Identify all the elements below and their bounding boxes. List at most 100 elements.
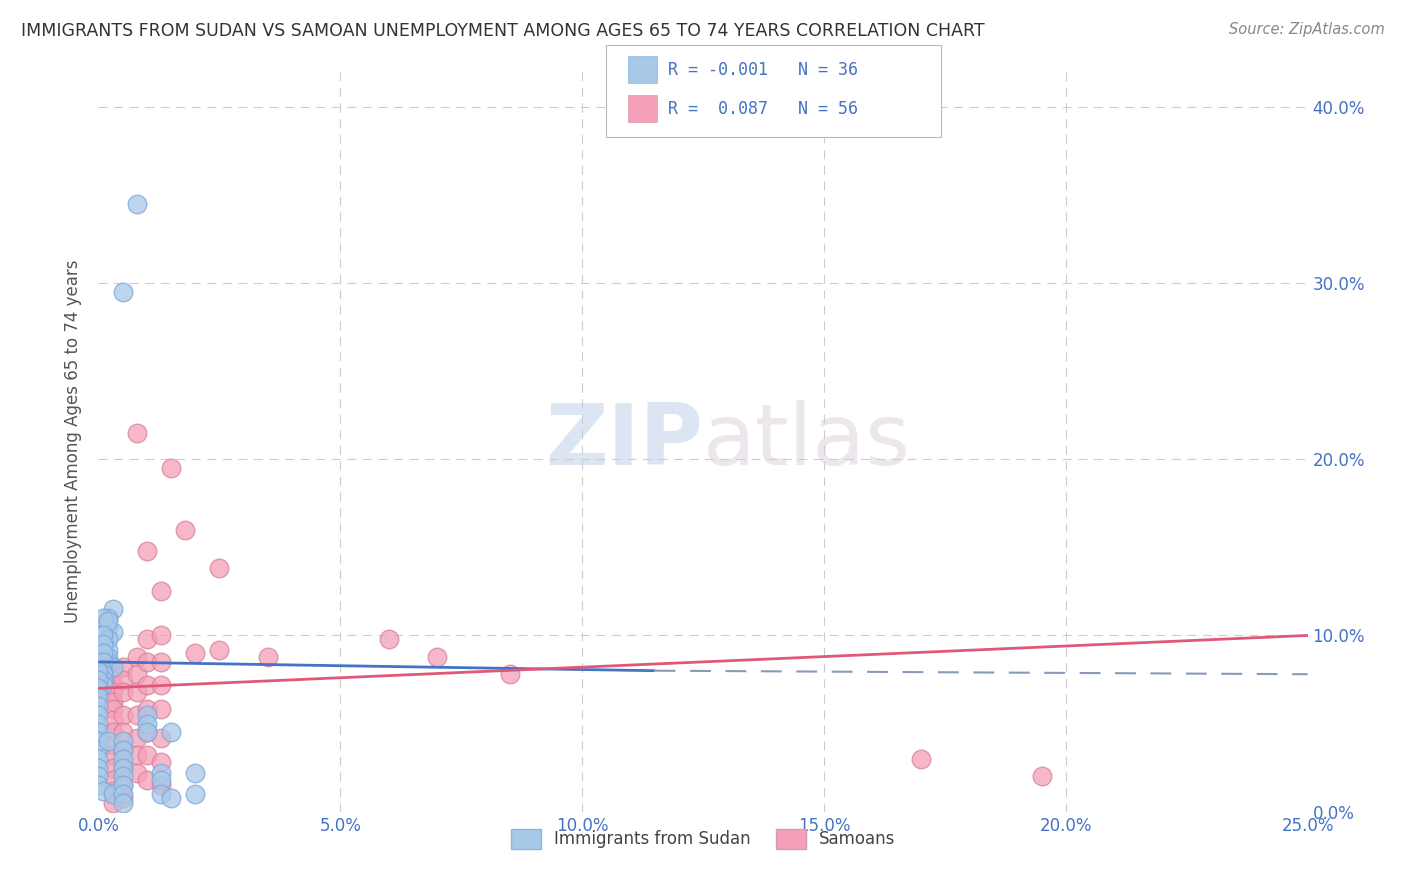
- Point: [111, 778, 134, 792]
- Point: [111, 685, 134, 699]
- Point: [91, 783, 114, 797]
- Point: [111, 752, 134, 766]
- Point: [101, 624, 124, 639]
- Point: [97, 619, 120, 633]
- Point: [97, 611, 120, 625]
- Point: [150, 756, 173, 770]
- Point: [91, 664, 114, 678]
- Point: [97, 734, 120, 748]
- Point: [91, 611, 114, 625]
- Point: [127, 667, 149, 681]
- Point: [97, 649, 120, 664]
- Point: [101, 602, 124, 616]
- Point: [87, 778, 110, 792]
- Point: [150, 628, 173, 642]
- Point: [150, 584, 173, 599]
- Point: [127, 649, 149, 664]
- Point: [150, 778, 173, 792]
- Point: [111, 285, 134, 299]
- Point: [127, 685, 149, 699]
- Text: Source: ZipAtlas.com: Source: ZipAtlas.com: [1229, 22, 1385, 37]
- Point: [91, 667, 114, 681]
- Point: [91, 637, 114, 651]
- Point: [111, 761, 134, 775]
- Point: [111, 743, 134, 757]
- Point: [377, 632, 399, 646]
- Point: [87, 769, 110, 783]
- Point: [127, 766, 149, 780]
- Point: [91, 678, 114, 692]
- Point: [91, 628, 114, 642]
- Text: R = -0.001   N = 36: R = -0.001 N = 36: [668, 61, 858, 78]
- Point: [174, 523, 197, 537]
- Point: [184, 787, 207, 801]
- Point: [111, 743, 134, 757]
- Point: [101, 783, 124, 797]
- Point: [87, 761, 110, 775]
- Point: [135, 716, 157, 731]
- Point: [101, 796, 124, 810]
- Point: [150, 772, 173, 787]
- Point: [150, 702, 173, 716]
- Point: [135, 702, 157, 716]
- Text: atlas: atlas: [703, 400, 911, 483]
- Point: [256, 649, 278, 664]
- Point: [111, 761, 134, 775]
- Point: [111, 725, 134, 739]
- Point: [101, 748, 124, 763]
- Point: [135, 772, 157, 787]
- Point: [101, 738, 124, 752]
- Point: [101, 725, 124, 739]
- Point: [87, 716, 110, 731]
- Point: [111, 673, 134, 687]
- Point: [87, 743, 110, 757]
- Point: [1031, 769, 1053, 783]
- Text: IMMIGRANTS FROM SUDAN VS SAMOAN UNEMPLOYMENT AMONG AGES 65 TO 74 YEARS CORRELATI: IMMIGRANTS FROM SUDAN VS SAMOAN UNEMPLOY…: [21, 22, 984, 40]
- Point: [101, 678, 124, 692]
- Point: [111, 787, 134, 801]
- Point: [97, 655, 120, 669]
- Point: [127, 748, 149, 763]
- Point: [101, 702, 124, 716]
- Point: [160, 461, 183, 475]
- Point: [150, 655, 173, 669]
- Point: [208, 642, 231, 657]
- Point: [135, 678, 157, 692]
- Point: [184, 766, 207, 780]
- Point: [910, 752, 932, 766]
- Point: [87, 664, 110, 678]
- Point: [101, 787, 124, 801]
- Point: [111, 707, 134, 722]
- Text: ZIP: ZIP: [546, 400, 703, 483]
- Point: [111, 796, 134, 810]
- Point: [87, 725, 110, 739]
- Point: [135, 725, 157, 739]
- Legend: Immigrants from Sudan, Samoans: Immigrants from Sudan, Samoans: [503, 822, 903, 855]
- Point: [184, 646, 207, 660]
- Point: [150, 731, 173, 745]
- Point: [135, 748, 157, 763]
- Point: [101, 667, 124, 681]
- Point: [498, 667, 520, 681]
- Point: [91, 646, 114, 660]
- Text: R =  0.087   N = 56: R = 0.087 N = 56: [668, 100, 858, 118]
- Point: [111, 734, 134, 748]
- Point: [101, 685, 124, 699]
- Point: [426, 649, 449, 664]
- Point: [97, 642, 120, 657]
- Point: [111, 778, 134, 792]
- Point: [101, 660, 124, 674]
- Point: [97, 615, 120, 629]
- Point: [127, 196, 149, 211]
- Point: [150, 678, 173, 692]
- Point: [127, 707, 149, 722]
- Point: [87, 734, 110, 748]
- Point: [135, 707, 157, 722]
- Point: [101, 695, 124, 709]
- Point: [87, 752, 110, 766]
- Point: [111, 660, 134, 674]
- Point: [97, 632, 120, 646]
- Point: [160, 790, 183, 805]
- Point: [87, 690, 110, 705]
- Point: [101, 713, 124, 727]
